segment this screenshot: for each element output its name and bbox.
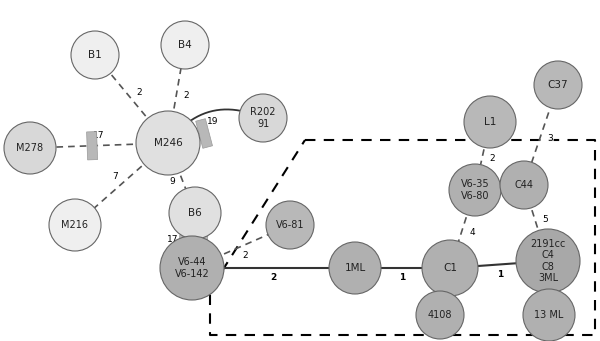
Text: C37: C37 xyxy=(548,80,568,90)
Circle shape xyxy=(534,61,582,109)
Circle shape xyxy=(4,122,56,174)
Circle shape xyxy=(500,161,548,209)
Text: M278: M278 xyxy=(16,143,44,153)
Polygon shape xyxy=(179,235,208,246)
Text: 3: 3 xyxy=(433,285,438,294)
Text: M216: M216 xyxy=(62,220,89,230)
Text: V6-44
V6-142: V6-44 V6-142 xyxy=(175,257,209,279)
Text: C44: C44 xyxy=(515,180,533,190)
Text: V6-81: V6-81 xyxy=(276,220,304,230)
Text: 9: 9 xyxy=(169,177,175,186)
Circle shape xyxy=(49,199,101,251)
Text: 17: 17 xyxy=(93,131,104,140)
Circle shape xyxy=(523,289,575,341)
Text: 5: 5 xyxy=(542,216,548,224)
Text: 2: 2 xyxy=(536,284,541,293)
Text: 2: 2 xyxy=(184,91,189,100)
Text: 17: 17 xyxy=(167,235,178,244)
Text: 3: 3 xyxy=(548,134,553,143)
Text: 4: 4 xyxy=(469,227,475,237)
Circle shape xyxy=(160,236,224,300)
Text: B4: B4 xyxy=(178,40,192,50)
Text: 2: 2 xyxy=(271,273,277,282)
Text: 2: 2 xyxy=(136,88,142,97)
Circle shape xyxy=(329,242,381,294)
Text: 1ML: 1ML xyxy=(344,263,365,273)
Circle shape xyxy=(71,31,119,79)
Text: 19: 19 xyxy=(207,117,219,126)
Text: 7: 7 xyxy=(112,172,118,181)
Text: B6: B6 xyxy=(188,208,202,218)
Circle shape xyxy=(416,291,464,339)
Circle shape xyxy=(161,21,209,69)
Text: L1: L1 xyxy=(484,117,496,127)
Circle shape xyxy=(169,187,221,239)
Text: 2191cc
C4
C8
3ML: 2191cc C4 C8 3ML xyxy=(530,239,566,283)
Text: 1: 1 xyxy=(400,273,406,282)
Text: 1: 1 xyxy=(497,270,503,279)
Text: 4108: 4108 xyxy=(428,310,452,320)
Polygon shape xyxy=(86,132,98,160)
Circle shape xyxy=(136,111,200,175)
Text: 13 ML: 13 ML xyxy=(535,310,563,320)
Text: 2: 2 xyxy=(490,154,495,163)
Text: C1: C1 xyxy=(443,263,457,273)
Text: B1: B1 xyxy=(88,50,102,60)
Circle shape xyxy=(464,96,516,148)
Circle shape xyxy=(449,164,501,216)
Text: V6-35
V6-80: V6-35 V6-80 xyxy=(461,179,490,201)
Text: R202
91: R202 91 xyxy=(250,107,276,129)
Circle shape xyxy=(516,229,580,293)
Text: M246: M246 xyxy=(154,138,182,148)
Polygon shape xyxy=(196,119,212,148)
Circle shape xyxy=(266,201,314,249)
Text: 2: 2 xyxy=(242,251,248,260)
Circle shape xyxy=(422,240,478,296)
Circle shape xyxy=(239,94,287,142)
